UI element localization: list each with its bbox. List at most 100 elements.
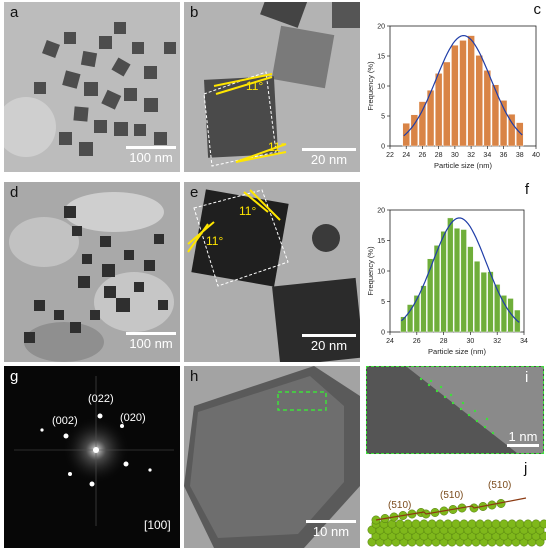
bar [433, 245, 440, 333]
atom [459, 519, 469, 529]
bar [474, 261, 481, 333]
bar [407, 304, 414, 333]
x-tick-label: 32 [467, 152, 475, 159]
panel-e-image [184, 182, 360, 362]
atom [475, 519, 485, 529]
bar [508, 113, 516, 147]
x-tick-label: 36 [500, 152, 508, 159]
bar [451, 45, 459, 147]
panel-a-scalebar: 100 nm [126, 146, 176, 165]
bar [500, 295, 507, 333]
panel-a-scale-text: 100 nm [129, 150, 173, 165]
x-tick-label: 28 [435, 152, 443, 159]
panel-j-atom-model [367, 497, 546, 547]
x-tick-label: 22 [386, 152, 394, 159]
x-tick-label: 32 [493, 338, 501, 345]
atom [451, 519, 461, 529]
atom [395, 519, 405, 529]
atom [507, 519, 517, 529]
panel-h-scale-text: 10 nm [312, 524, 350, 539]
y-tick-label: 0 [381, 144, 385, 151]
panel-j-facet-3: (510) [488, 480, 512, 491]
atom [491, 519, 501, 529]
gaussian-fit-line [403, 34, 523, 137]
chart-c-svg: 22 24 26 28 30 32 34 36 38 40 0 5 10 15 20 Particle siz… [366, 2, 542, 170]
bar [426, 89, 435, 147]
bar [460, 229, 467, 333]
panel-d-tem: d 100 nm [4, 182, 180, 362]
atom [499, 519, 509, 529]
y-axis-label: Frequency (%) [366, 246, 375, 296]
panel-b-tem: b 11° 11° 20 nm [184, 2, 360, 172]
panel-i-zoom: i 1 nm [366, 366, 544, 454]
x-axis-label: Particle size (nm) [428, 347, 486, 356]
bar [410, 114, 418, 147]
panel-e-angle-2: 11° [206, 234, 224, 248]
panel-c-chart: 22 24 26 28 30 32 34 36 38 40 0 5 10 15 20 Particle siz… [364, 2, 546, 172]
gaussian-fit-line [400, 217, 520, 323]
panel-g-image [4, 366, 180, 548]
bar [402, 122, 410, 147]
panel-i-image [367, 367, 543, 453]
panel-g-spot-022: (022) [88, 393, 114, 405]
panel-a-label: a [10, 4, 19, 21]
atom [411, 519, 421, 529]
bar [480, 272, 487, 333]
atom [467, 519, 477, 529]
bar [427, 258, 434, 333]
y-tick-label: 10 [377, 269, 385, 276]
panel-g-fft: g (002) (022) (020) [100] [4, 366, 180, 548]
atom [523, 519, 533, 529]
panel-e-tem: e 11° 11° 20 nm [184, 182, 360, 362]
atom [403, 519, 413, 529]
x-tick-label: 34 [483, 152, 491, 159]
panel-h-scalebar: 10 nm [306, 520, 356, 539]
atom [419, 519, 429, 529]
panel-e-scale-text: 20 nm [310, 338, 348, 353]
atom [531, 519, 541, 529]
atom [435, 519, 445, 529]
bar [418, 101, 427, 147]
bar [507, 298, 514, 333]
y-tick-label: 20 [377, 24, 385, 31]
panel-b-image [184, 2, 360, 172]
panel-i-scalebar: 1 nm [507, 429, 539, 448]
atom [515, 519, 525, 529]
bar [459, 40, 467, 147]
panel-j-model: j (510) (510) (510) [366, 458, 546, 548]
bar [475, 55, 483, 147]
panel-h-hrtem: h 10 nm [184, 366, 360, 548]
panel-d-scale-text: 100 nm [129, 336, 173, 351]
panel-h-label: h [190, 368, 199, 385]
bar [453, 228, 461, 333]
x-tick-label: 26 [413, 338, 421, 345]
bar [467, 246, 474, 333]
bar [443, 61, 451, 147]
panel-d-label: d [10, 184, 19, 201]
panel-e-angle-1: 11° [239, 204, 257, 218]
panel-b-label: b [190, 4, 199, 21]
panel-i-scale-text: 1 nm [508, 429, 538, 444]
x-tick-label: 26 [419, 152, 427, 159]
y-tick-label: 5 [381, 114, 385, 121]
bar [420, 285, 427, 333]
bar [467, 35, 475, 147]
y-tick-label: 15 [377, 54, 385, 61]
bar [435, 73, 443, 147]
panel-g-spot-020: (020) [120, 412, 146, 424]
panel-j-facet-1: (510) [388, 500, 412, 511]
atom [539, 519, 546, 529]
panel-b-scalebar: 20 nm [302, 148, 356, 167]
panel-label: c [534, 2, 542, 18]
panel-d-image [4, 182, 180, 362]
panel-a-tem: a 100 nm [4, 2, 180, 172]
panel-j-label: j [524, 460, 528, 477]
panel-g-zone-axis: [100] [144, 518, 171, 532]
panel-j-facet-2: (510) [440, 490, 464, 501]
y-tick-label: 10 [377, 84, 385, 91]
panel-b-angle-1: 11° [246, 79, 264, 93]
x-axis-label: Particle size (nm) [434, 161, 492, 170]
bar [491, 84, 500, 147]
bar [494, 284, 501, 333]
panel-b-scale-text: 20 nm [310, 152, 348, 167]
